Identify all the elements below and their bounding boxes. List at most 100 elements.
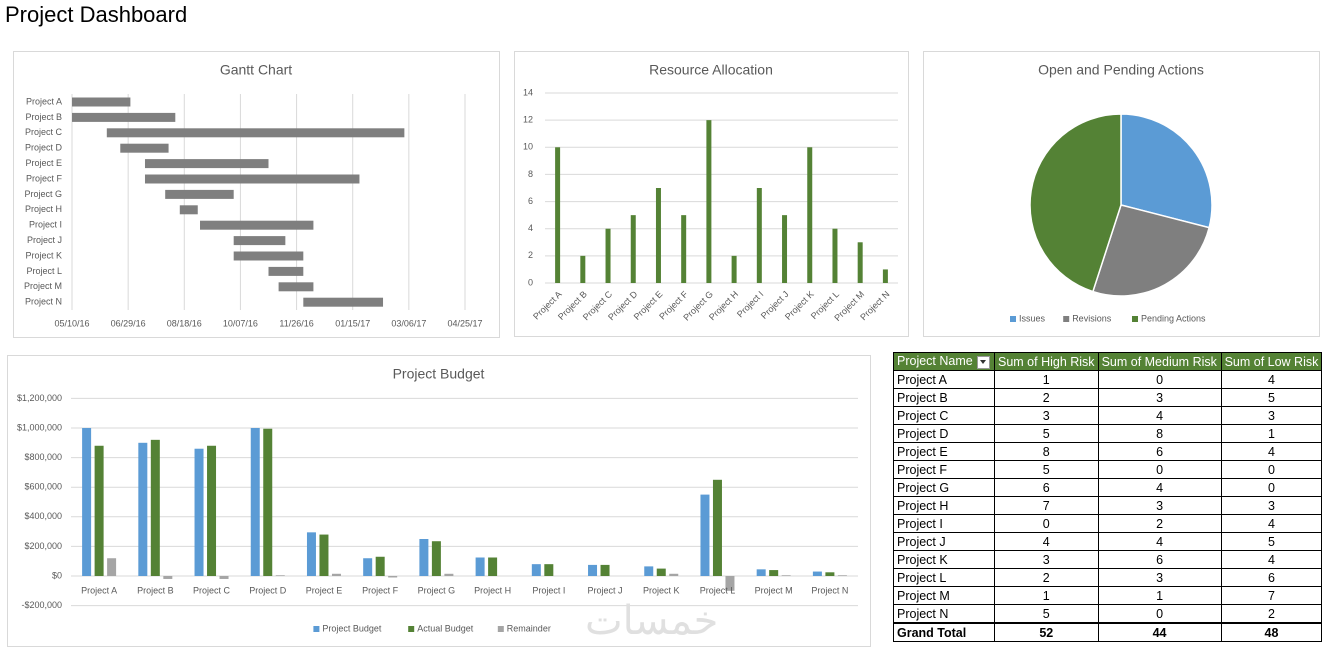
- table-cell: 4: [1097, 478, 1222, 497]
- filter-button[interactable]: [976, 355, 990, 369]
- legend-label: Revisions: [1072, 313, 1112, 323]
- table-cell: Project B: [893, 388, 995, 407]
- bar: [150, 439, 160, 576]
- y-tick-label: 2: [528, 250, 533, 260]
- y-tick-label: $800,000: [24, 452, 62, 462]
- table-cell: Project I: [893, 514, 995, 533]
- table-cell: 44: [1097, 622, 1222, 642]
- legend-label: Project Budget: [322, 623, 382, 633]
- x-tick-label: 04/25/17: [447, 318, 482, 328]
- table-cell: 0: [1097, 370, 1222, 389]
- table-cell: Project G: [893, 478, 995, 497]
- table-cell: 3: [1220, 496, 1323, 515]
- table-cell: 3: [1097, 568, 1222, 587]
- bar: [781, 575, 791, 576]
- gantt-bar: [179, 205, 198, 215]
- chart-panel: [514, 51, 909, 337]
- x-tick-label: 06/29/16: [111, 318, 146, 328]
- y-tick-label: Project G: [24, 189, 62, 199]
- table-cell: 5: [1220, 532, 1323, 551]
- table-cell: 2: [994, 568, 1099, 587]
- bar: [531, 564, 541, 576]
- bar: [656, 568, 666, 576]
- chart-title: Project Budget: [393, 366, 485, 382]
- bar: [544, 564, 554, 576]
- y-tick-label: $400,000: [24, 511, 62, 521]
- bar: [388, 576, 398, 578]
- table-cell: 4: [1220, 370, 1323, 389]
- table-cell: 52: [994, 622, 1099, 642]
- bar: [630, 215, 636, 283]
- table-cell: 6: [1220, 568, 1323, 587]
- bar: [700, 494, 710, 576]
- table-cell: Project H: [893, 496, 995, 515]
- table-cell: 6: [994, 478, 1099, 497]
- bar: [882, 269, 888, 283]
- table-cell: 4: [1097, 532, 1222, 551]
- table-cell: 0: [1097, 604, 1222, 624]
- table-cell: 3: [1220, 406, 1323, 425]
- x-tick-label: Project I: [532, 585, 565, 595]
- bar: [588, 564, 598, 576]
- bar: [600, 564, 610, 576]
- bar: [580, 255, 586, 283]
- chart-title: Resource Allocation: [649, 62, 773, 78]
- bar: [375, 556, 385, 576]
- table-cell: 6: [1097, 550, 1222, 569]
- bar: [731, 255, 737, 283]
- y-tick-label: 0: [528, 277, 533, 287]
- table-cell: 4: [994, 532, 1099, 551]
- bar: [857, 242, 863, 283]
- table-cell: 0: [1220, 478, 1323, 497]
- gantt-bar: [120, 143, 169, 153]
- column-header-text: Sum of High Risk: [998, 354, 1095, 369]
- y-tick-label: Project H: [25, 204, 62, 214]
- bar: [782, 215, 788, 283]
- risk-table: Project Name Sum of High Risk Sum of Mediu…: [893, 352, 1323, 642]
- legend-swatch: [1010, 316, 1016, 322]
- legend-swatch: [497, 626, 504, 632]
- table-cell: 6: [1097, 442, 1222, 461]
- bar: [94, 445, 104, 576]
- table-cell: 1: [994, 370, 1099, 389]
- table-cell: 0: [1097, 460, 1222, 479]
- table-cell: 3: [994, 406, 1099, 425]
- y-tick-label: Project K: [25, 250, 62, 260]
- bar: [431, 541, 441, 576]
- bar: [107, 558, 117, 576]
- bar: [488, 557, 498, 576]
- table-cell: Project K: [893, 550, 995, 569]
- y-tick-label: Project E: [25, 158, 62, 168]
- watermark: خمسات: [585, 598, 719, 644]
- bar: [275, 575, 285, 576]
- y-tick-label: Project N: [25, 297, 62, 307]
- table-cell: 7: [1220, 586, 1323, 605]
- x-tick-label: Project F: [362, 585, 399, 595]
- y-tick-label: $1,000,000: [17, 422, 62, 432]
- gantt-bar: [200, 220, 314, 230]
- column-header: Sum of Medium Risk: [1097, 352, 1222, 371]
- x-tick-label: Project L: [700, 585, 736, 595]
- table-cell: 5: [994, 604, 1099, 624]
- table-cell: 8: [994, 442, 1099, 461]
- bar: [812, 571, 822, 576]
- x-tick-label: Project J: [588, 585, 623, 595]
- bar: [555, 147, 561, 283]
- table-cell: 7: [994, 496, 1099, 515]
- table-cell: 2: [994, 388, 1099, 407]
- x-tick-label: Project A: [81, 585, 117, 595]
- column-header-text: Sum of Medium Risk: [1101, 354, 1217, 369]
- table-cell: Project M: [893, 586, 995, 605]
- y-tick-label: $200,000: [24, 541, 62, 551]
- bar: [263, 428, 273, 576]
- y-tick-label: Project F: [26, 173, 63, 183]
- y-tick-label: Project C: [25, 127, 63, 137]
- gantt-bar: [268, 266, 304, 276]
- table-cell: Project A: [893, 370, 995, 389]
